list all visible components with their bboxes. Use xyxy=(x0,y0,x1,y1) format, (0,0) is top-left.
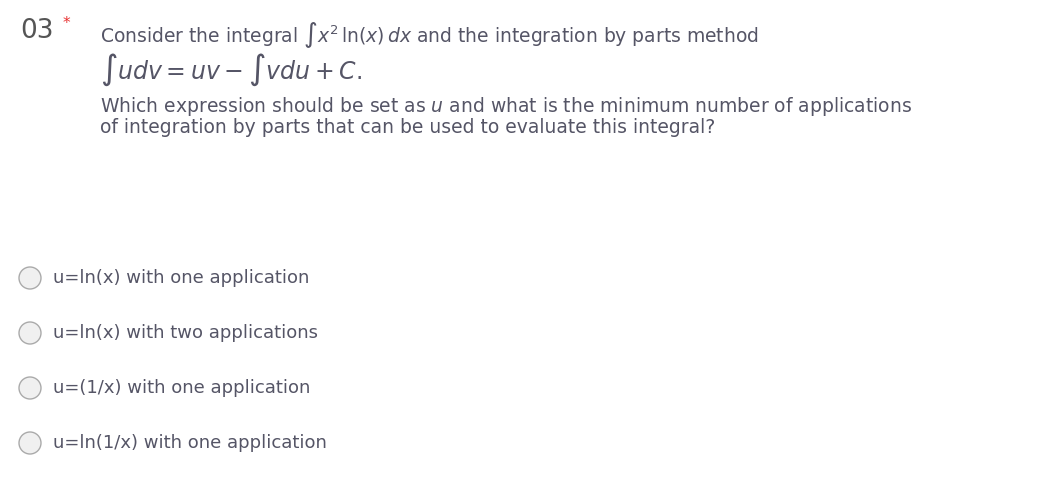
Text: 03: 03 xyxy=(20,18,54,44)
Text: *: * xyxy=(63,16,70,31)
Text: u=ln(x) with two applications: u=ln(x) with two applications xyxy=(53,324,318,342)
Circle shape xyxy=(19,432,41,454)
Text: $\int udv = uv - \int vdu + C.$: $\int udv = uv - \int vdu + C.$ xyxy=(100,52,362,88)
Text: of integration by parts that can be used to evaluate this integral?: of integration by parts that can be used… xyxy=(100,118,716,137)
Circle shape xyxy=(19,267,41,289)
Text: u=(1/x) with one application: u=(1/x) with one application xyxy=(53,379,310,397)
Text: u=ln(x) with one application: u=ln(x) with one application xyxy=(53,269,309,287)
Text: Consider the integral $\int x^2\,\mathregular{ln}(x)\,dx$ and the integration by: Consider the integral $\int x^2\,\mathre… xyxy=(100,20,759,50)
Circle shape xyxy=(19,377,41,399)
Circle shape xyxy=(19,322,41,344)
Text: u=ln(1/x) with one application: u=ln(1/x) with one application xyxy=(53,434,327,452)
Text: Which expression should be set as $u$ and what is the minimum number of applicat: Which expression should be set as $u$ an… xyxy=(100,95,912,118)
